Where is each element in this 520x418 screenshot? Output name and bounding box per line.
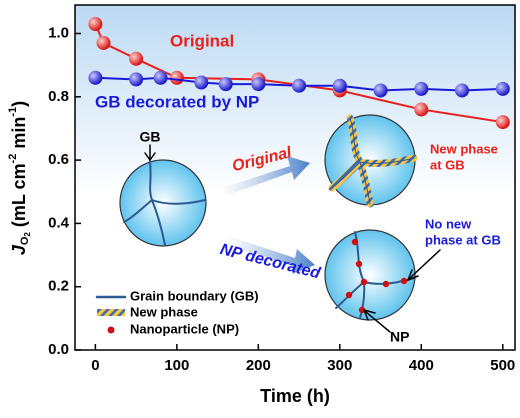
y-label-part: min [9,117,29,154]
nanoparticle [351,238,359,246]
marker [129,72,144,87]
legend-hatch [97,309,125,316]
no-new-phase-label: phase at GB [425,232,501,247]
nanoparticle [360,278,368,286]
y-tick-label: 0.4 [48,214,70,231]
y-axis-label: JO2 (mL cm-2 min-1) [7,101,32,255]
marker [169,70,184,85]
plot-frame [74,4,516,351]
y-label-part: ) [9,101,29,107]
y-label-part: -2 [7,154,19,164]
new-phase-label: New phase [430,141,498,156]
marker [495,115,510,130]
legend-label: Grain boundary (GB) [130,288,259,303]
marker [96,35,111,50]
y-tick-label: 0.6 [48,151,69,168]
x-tick-label: 300 [327,357,352,374]
marker [153,70,168,85]
marker [414,81,429,96]
x-axis-label: Time (h) [260,386,330,406]
np-label: NP [390,329,409,345]
y-label-part: -1 [7,107,19,117]
nanoparticle [400,277,408,285]
x-tick-label: 0 [91,357,99,374]
arrow [222,156,310,196]
y-tick-label: 0.8 [48,88,69,105]
x-tick-label: 500 [490,357,515,374]
y-tick-label: 0.2 [48,278,69,295]
marker [292,78,307,93]
schematic [95,114,441,334]
marker [495,81,510,96]
x-tick-label: 400 [409,357,434,374]
pointer-head [144,152,156,162]
y-label-part: J [9,244,29,255]
legend-dot [107,326,115,334]
y-label-part: (mL cm [9,163,29,232]
no-new-phase-label: No new [425,216,472,231]
pointer [406,249,441,282]
gb-label: GB [140,129,161,145]
legend-label: Nanoparticle (NP) [130,321,239,336]
nanoparticle [358,306,366,314]
x-tick-label: 100 [164,357,189,374]
arrow [226,236,315,274]
series-label: Original [170,31,234,50]
nanoparticle [345,291,353,299]
nanoparticle [355,260,363,268]
new-phase-label: at GB [430,157,465,172]
y-label-part: 2 [23,232,32,237]
grain-boundary [331,117,415,205]
marker [332,78,347,93]
series-label: GB decorated by NP [95,92,259,111]
marker [194,75,209,90]
y-label-part: O [19,236,31,245]
grain-boundary [123,160,206,246]
marker [129,51,144,66]
y-tick-label: 1.0 [48,24,69,41]
marker [455,83,470,98]
marker [373,83,388,98]
marker [414,102,429,117]
marker [251,77,266,92]
pointer [362,308,391,333]
marker [88,16,103,31]
nanoparticle [382,280,390,288]
y-tick-label: 0.0 [48,341,69,358]
marker [88,70,103,85]
marker [218,77,233,92]
x-tick-label: 200 [246,357,271,374]
legend-label: New phase [130,304,198,319]
